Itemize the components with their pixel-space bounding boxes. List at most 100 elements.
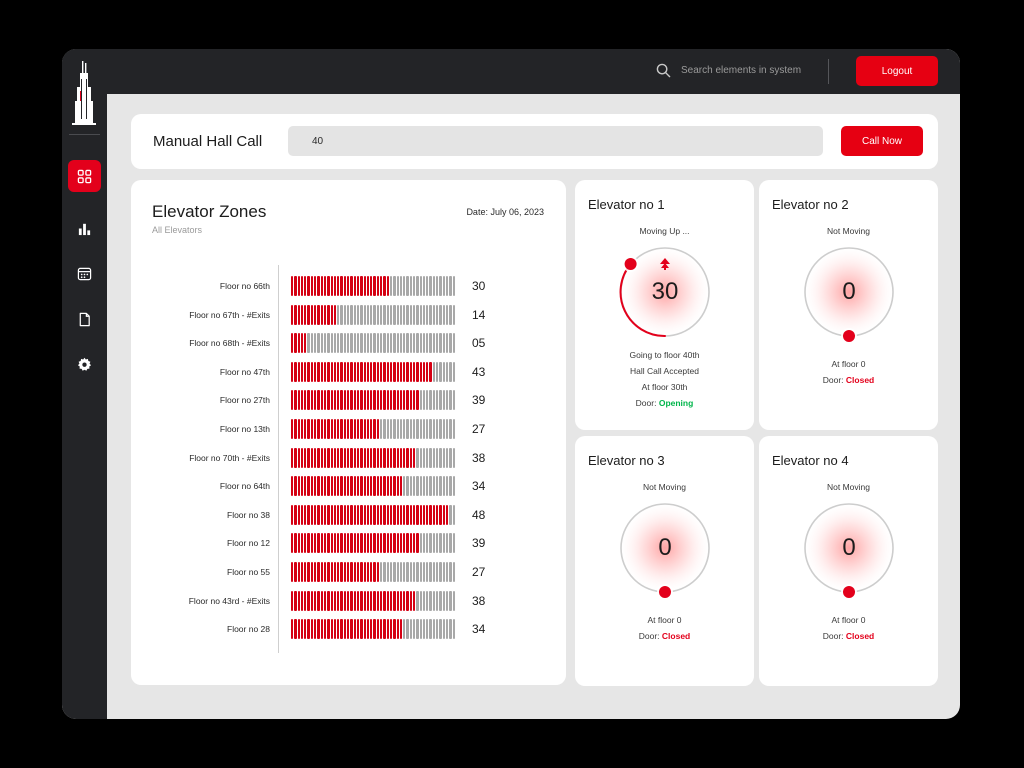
zone-row: Floor no 66th 30 — [131, 276, 566, 296]
zone-level-bars — [291, 419, 469, 439]
elevator-detail-line: Hall Call Accepted — [630, 366, 699, 376]
elevator-detail-line: Going to floor 40th — [629, 350, 700, 360]
zone-level-bars — [291, 562, 469, 582]
elevator-card-4[interactable]: Elevator no 4 Not Moving 0 At floor 0 Door: … — [759, 436, 938, 686]
zone-floor-label: Floor no 27th — [219, 395, 270, 406]
elevator-card-1[interactable]: Elevator no 1 Moving Up ... 30 Going to flo… — [575, 180, 754, 430]
zone-row: Floor no 67th - #Exits 14 — [131, 304, 566, 325]
door-label: Door: — [638, 631, 662, 641]
zone-value: 39 — [472, 536, 486, 551]
position-marker — [843, 330, 855, 342]
zone-level-bars — [291, 619, 469, 640]
zone-floor-label: Floor no 70th - #Exits — [189, 452, 270, 463]
zone-value: 30 — [472, 279, 486, 293]
zone-level-bars — [291, 276, 469, 296]
search-bar[interactable] — [656, 63, 821, 78]
zone-level-bars — [291, 390, 469, 411]
logo-divider — [69, 134, 100, 135]
elevator-title: Elevator no 3 — [588, 453, 665, 468]
zone-floor-label: Floor no 68th - #Exits — [189, 338, 270, 349]
zone-floor-label: Floor no 66th — [219, 281, 270, 291]
elevator-title: Elevator no 2 — [772, 197, 849, 212]
zones-title: Elevator Zones — [152, 202, 267, 221]
nav-dashboard[interactable] — [68, 160, 101, 192]
zone-floor-label: Floor no 47th — [219, 366, 270, 377]
elevator-detail-line: At floor 0 — [647, 615, 682, 625]
current-floor-number: 0 — [658, 534, 672, 561]
current-floor-number: 30 — [651, 278, 679, 305]
nav-calendar[interactable] — [68, 257, 101, 289]
dashboard-grid-icon — [77, 169, 92, 183]
document-icon — [79, 312, 90, 326]
zones-date: Date: July 06, 2023 — [466, 207, 544, 217]
elevator-detail-line: At floor 0 — [831, 359, 866, 369]
zone-level-bars — [291, 447, 469, 468]
zone-level-bars — [291, 361, 469, 382]
zone-row: Floor no 55 27 — [131, 562, 566, 582]
zone-row: Floor no 43rd - #Exits 38 — [131, 590, 566, 611]
elevator-details: At floor 0 Door: Closed — [575, 612, 754, 644]
elevator-detail-line: At floor 0 — [831, 615, 866, 625]
zone-level-bars — [291, 533, 469, 554]
floor-number-input[interactable] — [288, 126, 823, 156]
zone-value: 34 — [472, 622, 486, 637]
logout-button[interactable]: Logout — [856, 56, 938, 86]
door-label: Door: — [635, 398, 659, 408]
zone-value: 48 — [472, 507, 486, 522]
current-floor-number: 0 — [842, 534, 856, 561]
zone-value: 38 — [472, 593, 486, 608]
call-now-button[interactable]: Call Now — [841, 126, 923, 156]
zone-level-bars — [291, 304, 469, 325]
zone-level-bars — [291, 590, 469, 611]
floor-dial: 0 — [803, 502, 895, 600]
position-marker — [659, 586, 671, 598]
topbar-divider — [828, 59, 829, 84]
elevator-card-2[interactable]: Elevator no 2 Not Moving 0 At floor 0 Door: … — [759, 180, 938, 430]
door-label: Door: — [822, 375, 846, 385]
zone-row: Floor no 28 34 — [131, 619, 566, 640]
zone-floor-label: Floor no 13th — [219, 424, 270, 434]
elevator-title: Elevator no 1 — [588, 197, 665, 212]
nav-documents[interactable] — [68, 303, 101, 335]
zone-row: Floor no 12 39 — [131, 533, 566, 554]
nav-settings[interactable] — [68, 348, 101, 380]
zone-row: Floor no 38 48 — [131, 504, 566, 525]
zone-level-bars — [291, 333, 469, 354]
zone-value: 14 — [472, 307, 486, 322]
door-status: Door: Closed — [575, 628, 754, 644]
elevator-title: Elevator no 4 — [772, 453, 849, 468]
zone-floor-label: Floor no 43rd - #Exits — [188, 595, 270, 606]
nav-analytics[interactable] — [68, 212, 101, 244]
up-arrow-icon — [660, 258, 670, 270]
elevator-card-3[interactable]: Elevator no 3 Not Moving 0 At floor 0 Door: … — [575, 436, 754, 686]
app-window: Logout Manual Hall — [62, 49, 960, 719]
floor-dial: 0 — [803, 246, 895, 344]
zone-row: Floor no 27th 39 — [131, 390, 566, 411]
zone-value: 39 — [472, 393, 486, 408]
zones-axis-line — [278, 265, 279, 653]
door-state: Opening — [658, 398, 694, 408]
zone-value: 27 — [472, 422, 486, 436]
zone-row: Floor no 68th - #Exits 05 — [131, 333, 566, 354]
elevator-zones-panel: Elevator Zones All Elevators Date: July … — [131, 180, 566, 685]
zone-row: Floor no 70th - #Exits 38 — [131, 447, 566, 468]
zone-floor-label: Floor no 64th — [219, 481, 270, 492]
elevator-detail-line: At floor 30th — [641, 382, 688, 392]
top-bar: Logout — [62, 49, 960, 94]
zone-floor-label: Floor no 38 — [227, 509, 270, 520]
bar-chart-icon — [78, 223, 91, 235]
door-status: Door: Closed — [759, 628, 938, 644]
zone-value: 38 — [472, 450, 486, 465]
zones-subtitle: All Elevators — [152, 225, 203, 235]
zone-floor-label: Floor no 28 — [227, 624, 270, 635]
door-state: Closed — [845, 375, 875, 385]
hall-call-title: Manual Hall Call — [153, 133, 263, 150]
elevator-motion-status: Not Moving — [827, 226, 870, 236]
zone-value: 34 — [472, 479, 486, 494]
gear-icon — [77, 357, 92, 371]
elevator-motion-status: Moving Up ... — [639, 226, 690, 236]
zone-value: 27 — [472, 565, 486, 579]
search-input[interactable] — [681, 65, 821, 76]
sidebar — [62, 49, 107, 719]
manual-hall-call-panel: Manual Hall Call Call Now — [131, 114, 938, 169]
